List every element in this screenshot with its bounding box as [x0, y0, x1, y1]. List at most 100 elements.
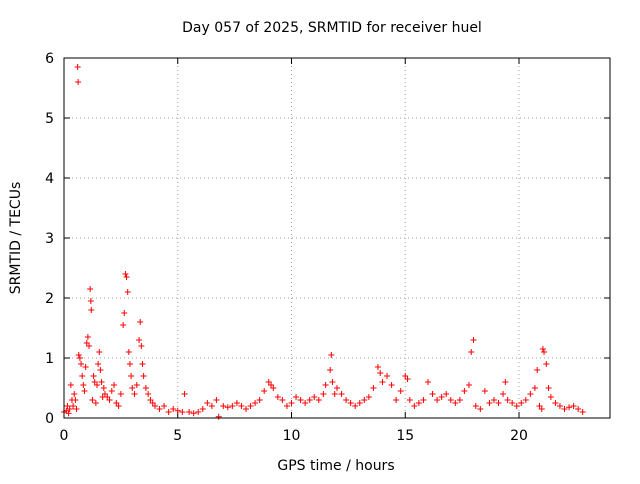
data-point	[415, 400, 422, 406]
data-point	[124, 289, 131, 295]
data-point	[561, 406, 568, 412]
data-point	[334, 385, 340, 391]
data-point	[486, 400, 493, 406]
data-point	[566, 404, 573, 411]
data-point	[90, 373, 97, 379]
data-point	[142, 385, 149, 391]
x-tick-label: 5	[173, 428, 182, 444]
data-point	[247, 403, 254, 409]
data-point	[283, 403, 290, 409]
y-tick-label: 4	[45, 171, 54, 187]
data-point	[356, 400, 363, 406]
data-point	[67, 382, 74, 388]
data-point	[256, 397, 263, 403]
data-point	[122, 271, 129, 277]
data-point	[331, 391, 338, 397]
data-point	[97, 367, 104, 373]
data-point	[397, 388, 404, 394]
x-tick-label: 15	[396, 428, 414, 444]
data-point	[137, 319, 144, 325]
x-tick-label: 0	[60, 428, 69, 444]
data-point	[140, 373, 147, 379]
data-point	[270, 385, 277, 391]
data-point	[261, 388, 268, 394]
data-point	[461, 388, 468, 394]
data-point	[306, 397, 313, 403]
data-point	[233, 400, 240, 406]
data-point	[138, 343, 145, 349]
data-point	[384, 373, 391, 379]
data-point	[552, 400, 559, 406]
data-point	[274, 394, 281, 400]
data-point	[71, 391, 78, 397]
data-point	[547, 394, 554, 400]
data-point	[456, 397, 463, 403]
data-point	[438, 394, 445, 400]
data-point	[377, 370, 384, 376]
data-point	[575, 406, 582, 412]
data-point	[502, 379, 509, 385]
data-point	[538, 406, 545, 412]
data-point	[190, 410, 197, 417]
data-point	[279, 397, 286, 403]
y-tick-label: 0	[45, 411, 54, 427]
data-point	[92, 400, 99, 406]
data-point	[161, 403, 168, 409]
data-point	[539, 346, 546, 352]
data-point	[72, 397, 79, 403]
data-point	[543, 361, 550, 367]
data-point	[500, 391, 507, 397]
x-tick-label: 20	[510, 428, 528, 444]
data-point	[393, 397, 400, 403]
data-point	[522, 397, 529, 403]
data-point	[100, 385, 107, 391]
data-point	[365, 394, 372, 400]
data-point	[238, 403, 245, 409]
data-point	[73, 406, 80, 412]
data-point	[518, 400, 525, 406]
data-point	[117, 391, 124, 397]
data-point	[80, 382, 87, 388]
data-point	[208, 403, 215, 409]
data-point	[509, 400, 516, 406]
data-point	[156, 406, 163, 412]
data-point	[213, 397, 220, 403]
data-point	[165, 409, 172, 415]
data-point	[79, 373, 86, 379]
data-point	[128, 373, 135, 379]
data-points	[61, 64, 586, 420]
data-point	[204, 400, 211, 406]
data-point	[108, 388, 115, 394]
data-point	[472, 403, 479, 409]
data-point	[70, 403, 77, 409]
data-point	[136, 337, 143, 343]
data-point	[89, 397, 96, 403]
data-point	[78, 361, 85, 367]
data-point	[125, 349, 132, 355]
y-tick-label: 3	[45, 231, 54, 247]
data-point	[123, 274, 130, 280]
data-point	[81, 388, 88, 394]
data-point	[504, 397, 511, 403]
data-point	[347, 400, 354, 406]
data-point	[145, 391, 152, 397]
data-point	[302, 400, 309, 406]
data-point	[224, 404, 231, 411]
data-point	[86, 343, 93, 349]
data-point	[534, 367, 541, 373]
data-point	[288, 400, 295, 406]
data-point	[174, 407, 181, 414]
data-point	[82, 364, 89, 370]
data-point	[343, 397, 350, 403]
data-point	[447, 397, 454, 403]
data-point	[179, 409, 186, 415]
data-point	[465, 382, 472, 388]
data-point	[329, 379, 336, 385]
y-tick-label: 2	[45, 291, 54, 307]
data-point	[297, 397, 304, 403]
data-point	[579, 409, 586, 415]
chart-title: Day 057 of 2025, SRMTID for receiver hue…	[182, 20, 482, 36]
data-point	[293, 394, 300, 400]
y-tick-label: 6	[45, 51, 54, 67]
